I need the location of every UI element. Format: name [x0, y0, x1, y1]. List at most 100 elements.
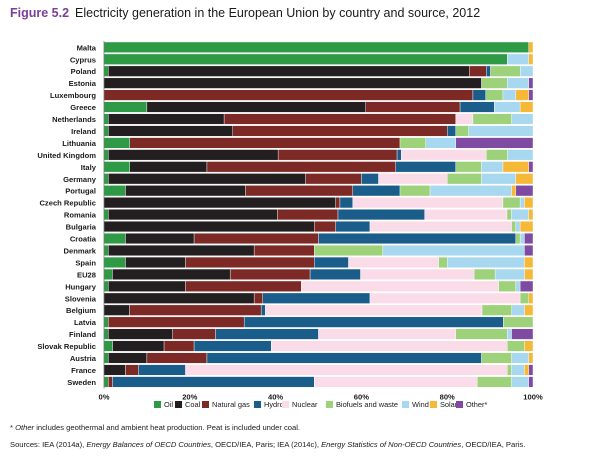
- bar-segment-natural-gas: [172, 328, 216, 340]
- bar-segment-wind: [382, 244, 525, 256]
- bar-segment-wind: [519, 197, 525, 209]
- bar-segment-nuclear: [265, 304, 483, 316]
- category-label: Lithuania: [62, 139, 97, 148]
- bar-segment-wind: [511, 304, 525, 316]
- category-label: Slovak Republic: [37, 342, 96, 351]
- bar-segment-oil: [103, 113, 109, 125]
- bar-segment-wind: [502, 89, 517, 101]
- bar-segment-natural-gas: [253, 292, 263, 304]
- x-tick-label: 100%: [523, 393, 543, 402]
- bar-segment-natural-gas: [335, 197, 341, 209]
- bar-segment-natural-gas: [108, 376, 113, 388]
- bar-segment-natural-gas: [305, 173, 362, 185]
- category-label: Luxembourg: [50, 91, 96, 100]
- legend-swatch: [254, 401, 261, 408]
- bar-segment-coal: [103, 292, 255, 304]
- legend-swatch: [456, 401, 463, 408]
- bar-segment-natural-gas: [245, 185, 354, 197]
- category-label: Bulgaria: [66, 223, 97, 232]
- bar-segment-biofuels-and-waste: [455, 328, 508, 340]
- bar-segment-solar: [528, 352, 534, 364]
- figure-title: Figure 5.2 Electricity generation in the …: [10, 6, 480, 20]
- bar-segment-hydro: [352, 185, 401, 197]
- category-label: Germany: [63, 175, 97, 184]
- bar-segment-natural-gas: [103, 89, 474, 101]
- bar-segment-natural-gas: [314, 221, 336, 233]
- category-label: Sweden: [67, 378, 96, 387]
- bar-segment-hydro: [447, 125, 456, 137]
- category-label: Croatia: [70, 235, 97, 244]
- footnote-text: includes geothermal and ambient heat pro…: [34, 423, 301, 432]
- bar-segment-wind: [511, 209, 529, 221]
- x-tick-label: 80%: [440, 393, 455, 402]
- bar-segment-wind: [425, 137, 456, 149]
- legend-swatch: [202, 401, 209, 408]
- category-label: Austria: [70, 354, 97, 363]
- category-labels: Malta Cyprus Poland Estonia Luxembourg Greece…: [37, 43, 96, 387]
- legend-label: Hydro: [264, 400, 284, 409]
- legend-swatch: [430, 401, 437, 408]
- category-label: EU28: [77, 270, 96, 279]
- bar-segment-coal: [108, 328, 173, 340]
- bar-segment-oil: [103, 280, 109, 292]
- legend: Oil Coal Natural gas Hydro Nuclear Biofuels a…: [154, 400, 487, 409]
- bar-segment-natural-gas: [129, 304, 262, 316]
- bar-segment-solar: [519, 221, 534, 233]
- category-label: Italy: [81, 163, 97, 172]
- bar-segment-hydro: [318, 232, 517, 244]
- bar-segment-coal: [125, 256, 186, 268]
- bar-segment-coal: [108, 244, 255, 256]
- category-label: France: [71, 366, 96, 375]
- bar-segment-oil: [103, 41, 529, 53]
- bar-segment-oil: [103, 244, 109, 256]
- category-label: Portugal: [65, 187, 96, 196]
- bar-segment-hydro: [309, 268, 361, 280]
- bar-segment-biofuels-and-waste: [473, 268, 496, 280]
- legend-label: Other*: [466, 400, 487, 409]
- bar-segment-biofuels-and-waste: [515, 232, 521, 244]
- bar-segment-oil: [103, 101, 148, 113]
- bar-area: [103, 41, 534, 388]
- bar-segment-wind: [515, 280, 521, 292]
- bar-segment-coal: [103, 197, 336, 209]
- bar-segment-nuclear: [352, 197, 504, 209]
- bar-segment-oil: [103, 340, 113, 352]
- bar-segment-hydro: [361, 173, 379, 185]
- bar-segment-biofuels-and-waste: [477, 376, 512, 388]
- bar-segment-nuclear: [369, 221, 512, 233]
- bar-segment-wind: [429, 185, 512, 197]
- legend-label: Solar: [440, 400, 458, 409]
- footnote-other: * Other includes geothermal and ambient …: [10, 423, 301, 432]
- category-label: Hungary: [65, 282, 97, 291]
- legend-swatch: [282, 401, 289, 408]
- x-axis: 0% 20% 40% 60% 80% 100%: [99, 41, 543, 402]
- bar-segment-oil: [103, 328, 109, 340]
- bar-segment-hydro: [486, 65, 491, 77]
- bar-segment-nuclear: [348, 256, 439, 268]
- bar-segment-hydro: [112, 376, 315, 388]
- bar-segment-biofuels-and-waste: [481, 77, 508, 89]
- bar-segment-nuclear: [369, 292, 521, 304]
- bar-segment-natural-gas: [129, 137, 401, 149]
- footnote-term: Other: [15, 423, 35, 432]
- bar-segment-other: [524, 244, 534, 256]
- bar-segment-nuclear: [378, 173, 448, 185]
- bar-segment-other: [511, 328, 534, 340]
- category-label: Czech Republic: [39, 199, 96, 208]
- bar-segment-biofuels-and-waste: [490, 65, 521, 77]
- bar-segment-hydro: [138, 364, 186, 376]
- bar-segment-natural-gas: [253, 244, 315, 256]
- bar-segment-nuclear: [401, 149, 487, 161]
- bar-segment-biofuels-and-waste: [481, 304, 512, 316]
- bar-segment-wind: [511, 352, 529, 364]
- bar-segment-other: [528, 376, 534, 388]
- sources-suffix: , OECD/IEA, Paris.: [461, 440, 526, 449]
- bar-segment-other: [528, 161, 534, 173]
- sources-note: Sources: IEA (2014a), Energy Balances of…: [10, 440, 525, 449]
- category-label: Malta: [77, 43, 97, 52]
- legend-swatch: [175, 401, 182, 408]
- category-label: Denmark: [64, 246, 97, 255]
- sources-mid: , OECD/IEA, Paris; IEA (2014c),: [210, 440, 322, 449]
- bar-segment-coal: [129, 161, 208, 173]
- bar-segment-oil: [103, 161, 130, 173]
